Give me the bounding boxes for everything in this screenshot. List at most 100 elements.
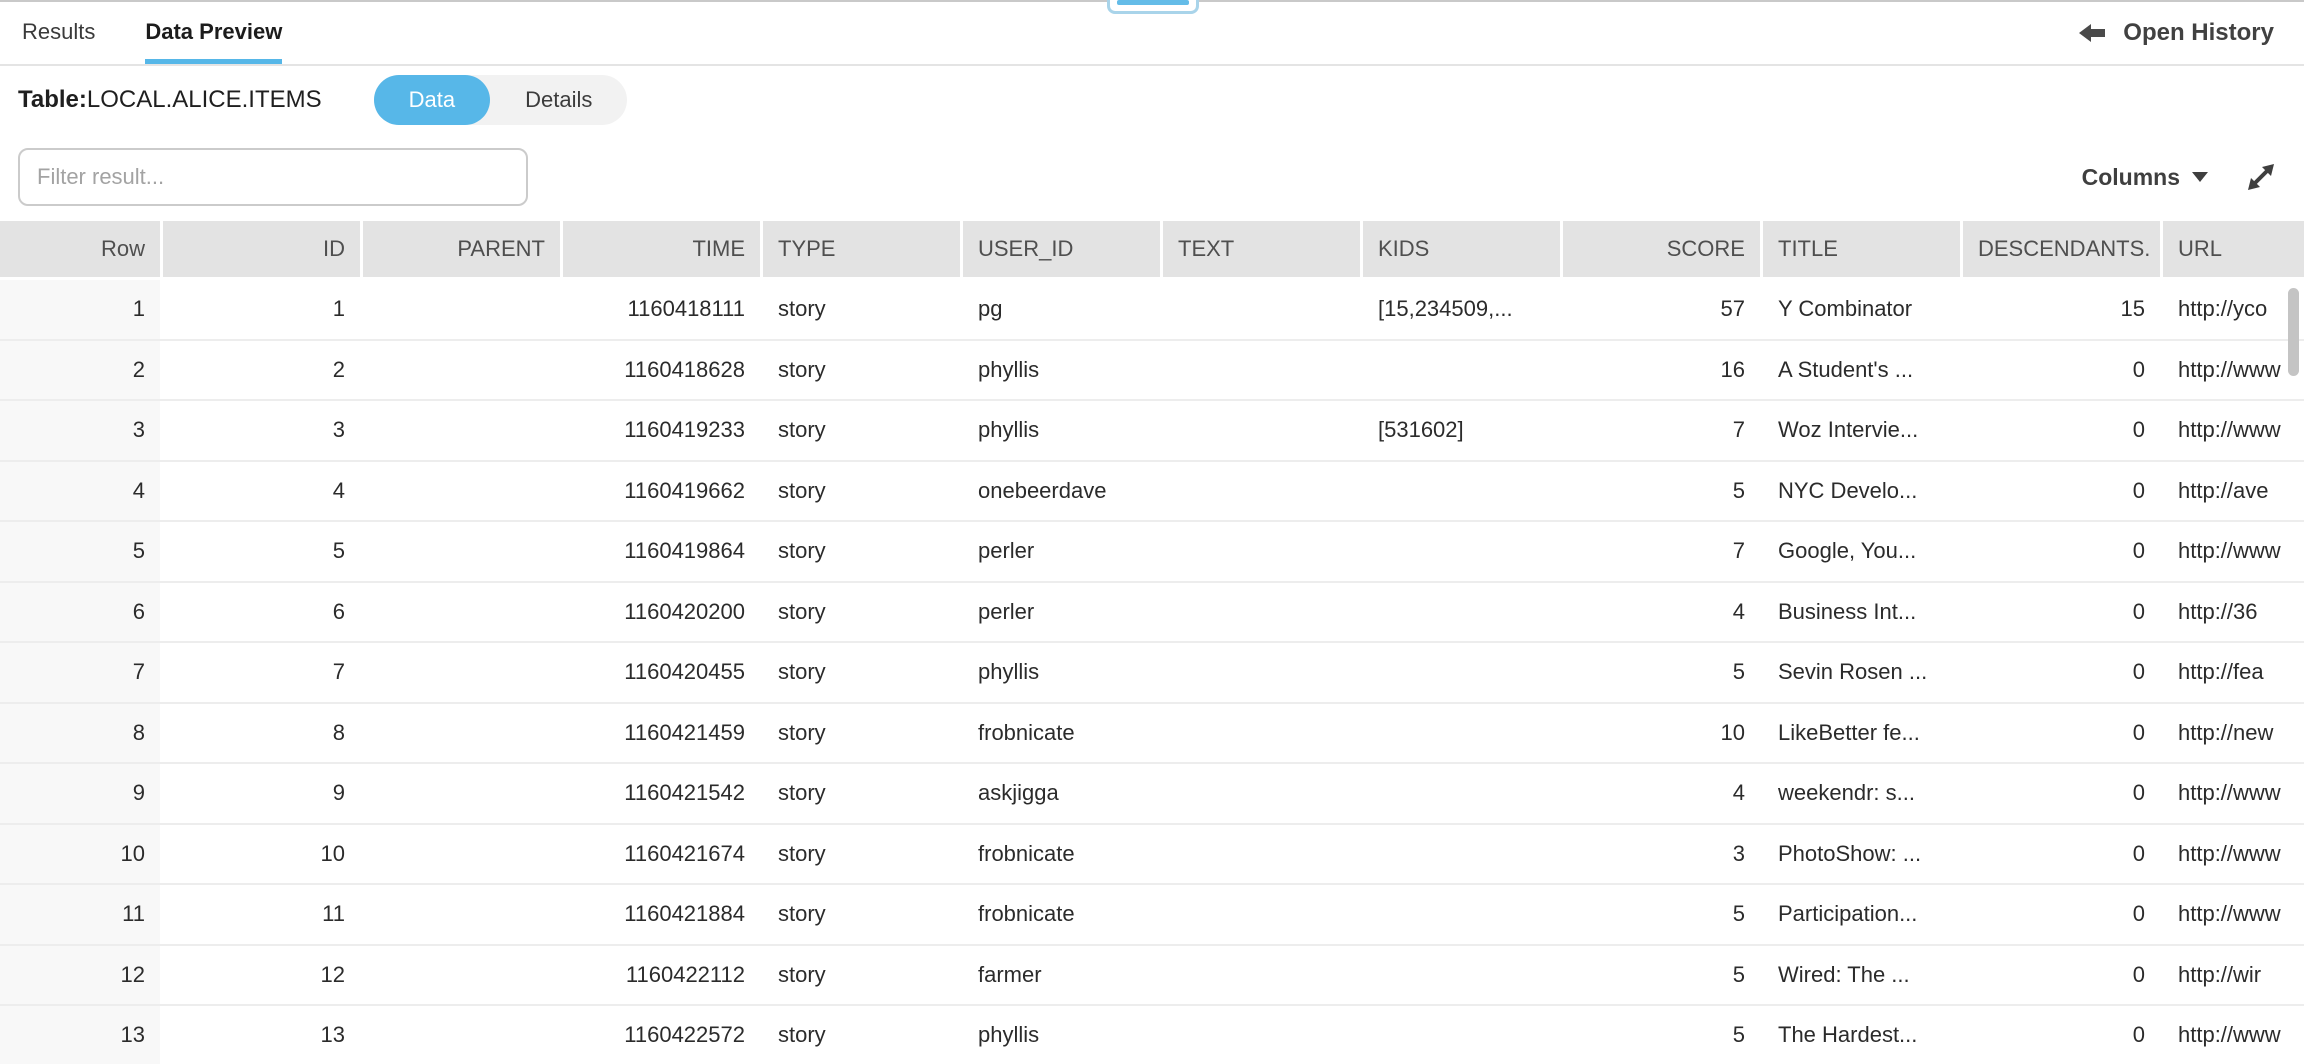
table-row[interactable]: 5 5 1160419864 story perler 7 Google, You... 0 h… <box>0 522 2304 583</box>
columns-dropdown-button[interactable]: Columns <box>2082 164 2208 191</box>
table-cell-type[interactable]: story <box>763 522 960 581</box>
table-cell-text[interactable] <box>1163 945 1360 1004</box>
table-row[interactable]: 2 2 1160418628 story phyllis 16 A Student's ..… <box>0 340 2304 401</box>
table-row[interactable]: 4 4 1160419662 story onebeerdave 5 NYC Develo.… <box>0 461 2304 522</box>
table-cell-kids[interactable] <box>1363 703 1560 762</box>
table-cell-row[interactable]: 2 <box>0 340 160 399</box>
table-cell-parent[interactable] <box>363 643 560 702</box>
table-cell-text[interactable] <box>1163 582 1360 641</box>
table-cell-title[interactable]: Participation... <box>1763 885 1960 944</box>
table-row[interactable]: 7 7 1160420455 story phyllis 5 Sevin Rosen ...… <box>0 643 2304 704</box>
column-header-user_id[interactable]: USER_ID <box>963 221 1160 277</box>
table-cell-time[interactable]: 1160420455 <box>563 643 760 702</box>
table-cell-score[interactable]: 4 <box>1563 582 1760 641</box>
column-header-url[interactable]: URL <box>2163 221 2304 277</box>
tab-results[interactable]: Results <box>22 0 95 64</box>
table-cell-type[interactable]: story <box>763 764 960 823</box>
table-cell-url[interactable]: http://fea <box>2163 643 2304 702</box>
top-clipped-button[interactable] <box>1107 0 1199 14</box>
table-cell-kids[interactable] <box>1363 885 1560 944</box>
table-cell-title[interactable]: PhotoShow: ... <box>1763 824 1960 883</box>
table-cell-kids[interactable] <box>1363 340 1560 399</box>
table-cell-time[interactable]: 1160421542 <box>563 764 760 823</box>
table-cell-parent[interactable] <box>363 401 560 460</box>
table-cell-time[interactable]: 1160418628 <box>563 340 760 399</box>
table-cell-id[interactable]: 7 <box>163 643 360 702</box>
table-row[interactable]: 9 9 1160421542 story askjigga 4 weekendr: s...… <box>0 764 2304 825</box>
table-cell-user_id[interactable]: phyllis <box>963 340 1160 399</box>
table-cell-user_id[interactable]: frobnicate <box>963 885 1160 944</box>
table-cell-descendants[interactable]: 0 <box>1963 461 2160 520</box>
table-row[interactable]: 8 8 1160421459 story frobnicate 10 LikeBetter … <box>0 703 2304 764</box>
toggle-details-button[interactable]: Details <box>490 75 627 125</box>
table-cell-kids[interactable] <box>1363 461 1560 520</box>
table-cell-score[interactable]: 5 <box>1563 1006 1760 1064</box>
column-header-type[interactable]: TYPE <box>763 221 960 277</box>
table-cell-descendants[interactable]: 0 <box>1963 764 2160 823</box>
table-cell-id[interactable]: 10 <box>163 824 360 883</box>
column-header-time[interactable]: TIME <box>563 221 760 277</box>
table-cell-id[interactable]: 6 <box>163 582 360 641</box>
table-row[interactable]: 13 13 1160422572 story phyllis 5 The Hardest..… <box>0 1006 2304 1064</box>
table-cell-kids[interactable]: [531602] <box>1363 401 1560 460</box>
table-cell-text[interactable] <box>1163 280 1360 339</box>
table-cell-row[interactable]: 5 <box>0 522 160 581</box>
table-cell-title[interactable]: Sevin Rosen ... <box>1763 643 1960 702</box>
table-cell-title[interactable]: LikeBetter fe... <box>1763 703 1960 762</box>
table-cell-title[interactable]: Business Int... <box>1763 582 1960 641</box>
filter-input[interactable] <box>18 148 528 206</box>
table-cell-descendants[interactable]: 0 <box>1963 945 2160 1004</box>
table-cell-score[interactable]: 16 <box>1563 340 1760 399</box>
table-cell-row[interactable]: 9 <box>0 764 160 823</box>
table-cell-id[interactable]: 13 <box>163 1006 360 1064</box>
column-header-kids[interactable]: KIDS <box>1363 221 1560 277</box>
table-cell-score[interactable]: 57 <box>1563 280 1760 339</box>
table-cell-time[interactable]: 1160422112 <box>563 945 760 1004</box>
table-cell-user_id[interactable]: phyllis <box>963 401 1160 460</box>
table-cell-user_id[interactable]: frobnicate <box>963 703 1160 762</box>
table-cell-parent[interactable] <box>363 582 560 641</box>
table-cell-text[interactable] <box>1163 340 1360 399</box>
table-cell-time[interactable]: 1160419662 <box>563 461 760 520</box>
table-cell-score[interactable]: 5 <box>1563 643 1760 702</box>
column-header-parent[interactable]: PARENT <box>363 221 560 277</box>
table-cell-row[interactable]: 7 <box>0 643 160 702</box>
table-cell-row[interactable]: 12 <box>0 945 160 1004</box>
table-row[interactable]: 10 10 1160421674 story frobnicate 3 PhotoShow:… <box>0 824 2304 885</box>
table-cell-parent[interactable] <box>363 461 560 520</box>
table-cell-text[interactable] <box>1163 824 1360 883</box>
table-cell-kids[interactable] <box>1363 945 1560 1004</box>
table-cell-descendants[interactable]: 15 <box>1963 280 2160 339</box>
table-cell-text[interactable] <box>1163 1006 1360 1064</box>
table-cell-score[interactable]: 3 <box>1563 824 1760 883</box>
table-cell-type[interactable]: story <box>763 643 960 702</box>
table-cell-kids[interactable] <box>1363 582 1560 641</box>
table-cell-url[interactable]: http://www <box>2163 764 2304 823</box>
table-cell-descendants[interactable]: 0 <box>1963 340 2160 399</box>
table-cell-kids[interactable]: [15,234509,... <box>1363 280 1560 339</box>
table-cell-row[interactable]: 1 <box>0 280 160 339</box>
table-cell-id[interactable]: 1 <box>163 280 360 339</box>
table-cell-row[interactable]: 8 <box>0 703 160 762</box>
table-cell-url[interactable]: http://wir <box>2163 945 2304 1004</box>
column-header-descendants[interactable]: DESCENDANTS. <box>1963 221 2160 277</box>
column-header-row[interactable]: Row <box>0 221 160 277</box>
table-cell-descendants[interactable]: 0 <box>1963 582 2160 641</box>
table-cell-type[interactable]: story <box>763 824 960 883</box>
table-cell-user_id[interactable]: pg <box>963 280 1160 339</box>
table-cell-url[interactable]: http://www <box>2163 885 2304 944</box>
table-cell-score[interactable]: 7 <box>1563 522 1760 581</box>
tab-data-preview[interactable]: Data Preview <box>145 0 283 64</box>
table-cell-url[interactable]: http://www <box>2163 401 2304 460</box>
table-cell-kids[interactable] <box>1363 1006 1560 1064</box>
table-cell-type[interactable]: story <box>763 945 960 1004</box>
table-cell-time[interactable]: 1160419864 <box>563 522 760 581</box>
table-cell-kids[interactable] <box>1363 522 1560 581</box>
table-cell-type[interactable]: story <box>763 340 960 399</box>
table-cell-parent[interactable] <box>363 522 560 581</box>
table-cell-score[interactable]: 5 <box>1563 885 1760 944</box>
table-cell-score[interactable]: 4 <box>1563 764 1760 823</box>
table-cell-type[interactable]: story <box>763 1006 960 1064</box>
table-cell-descendants[interactable]: 0 <box>1963 1006 2160 1064</box>
table-cell-url[interactable]: http://www <box>2163 522 2304 581</box>
